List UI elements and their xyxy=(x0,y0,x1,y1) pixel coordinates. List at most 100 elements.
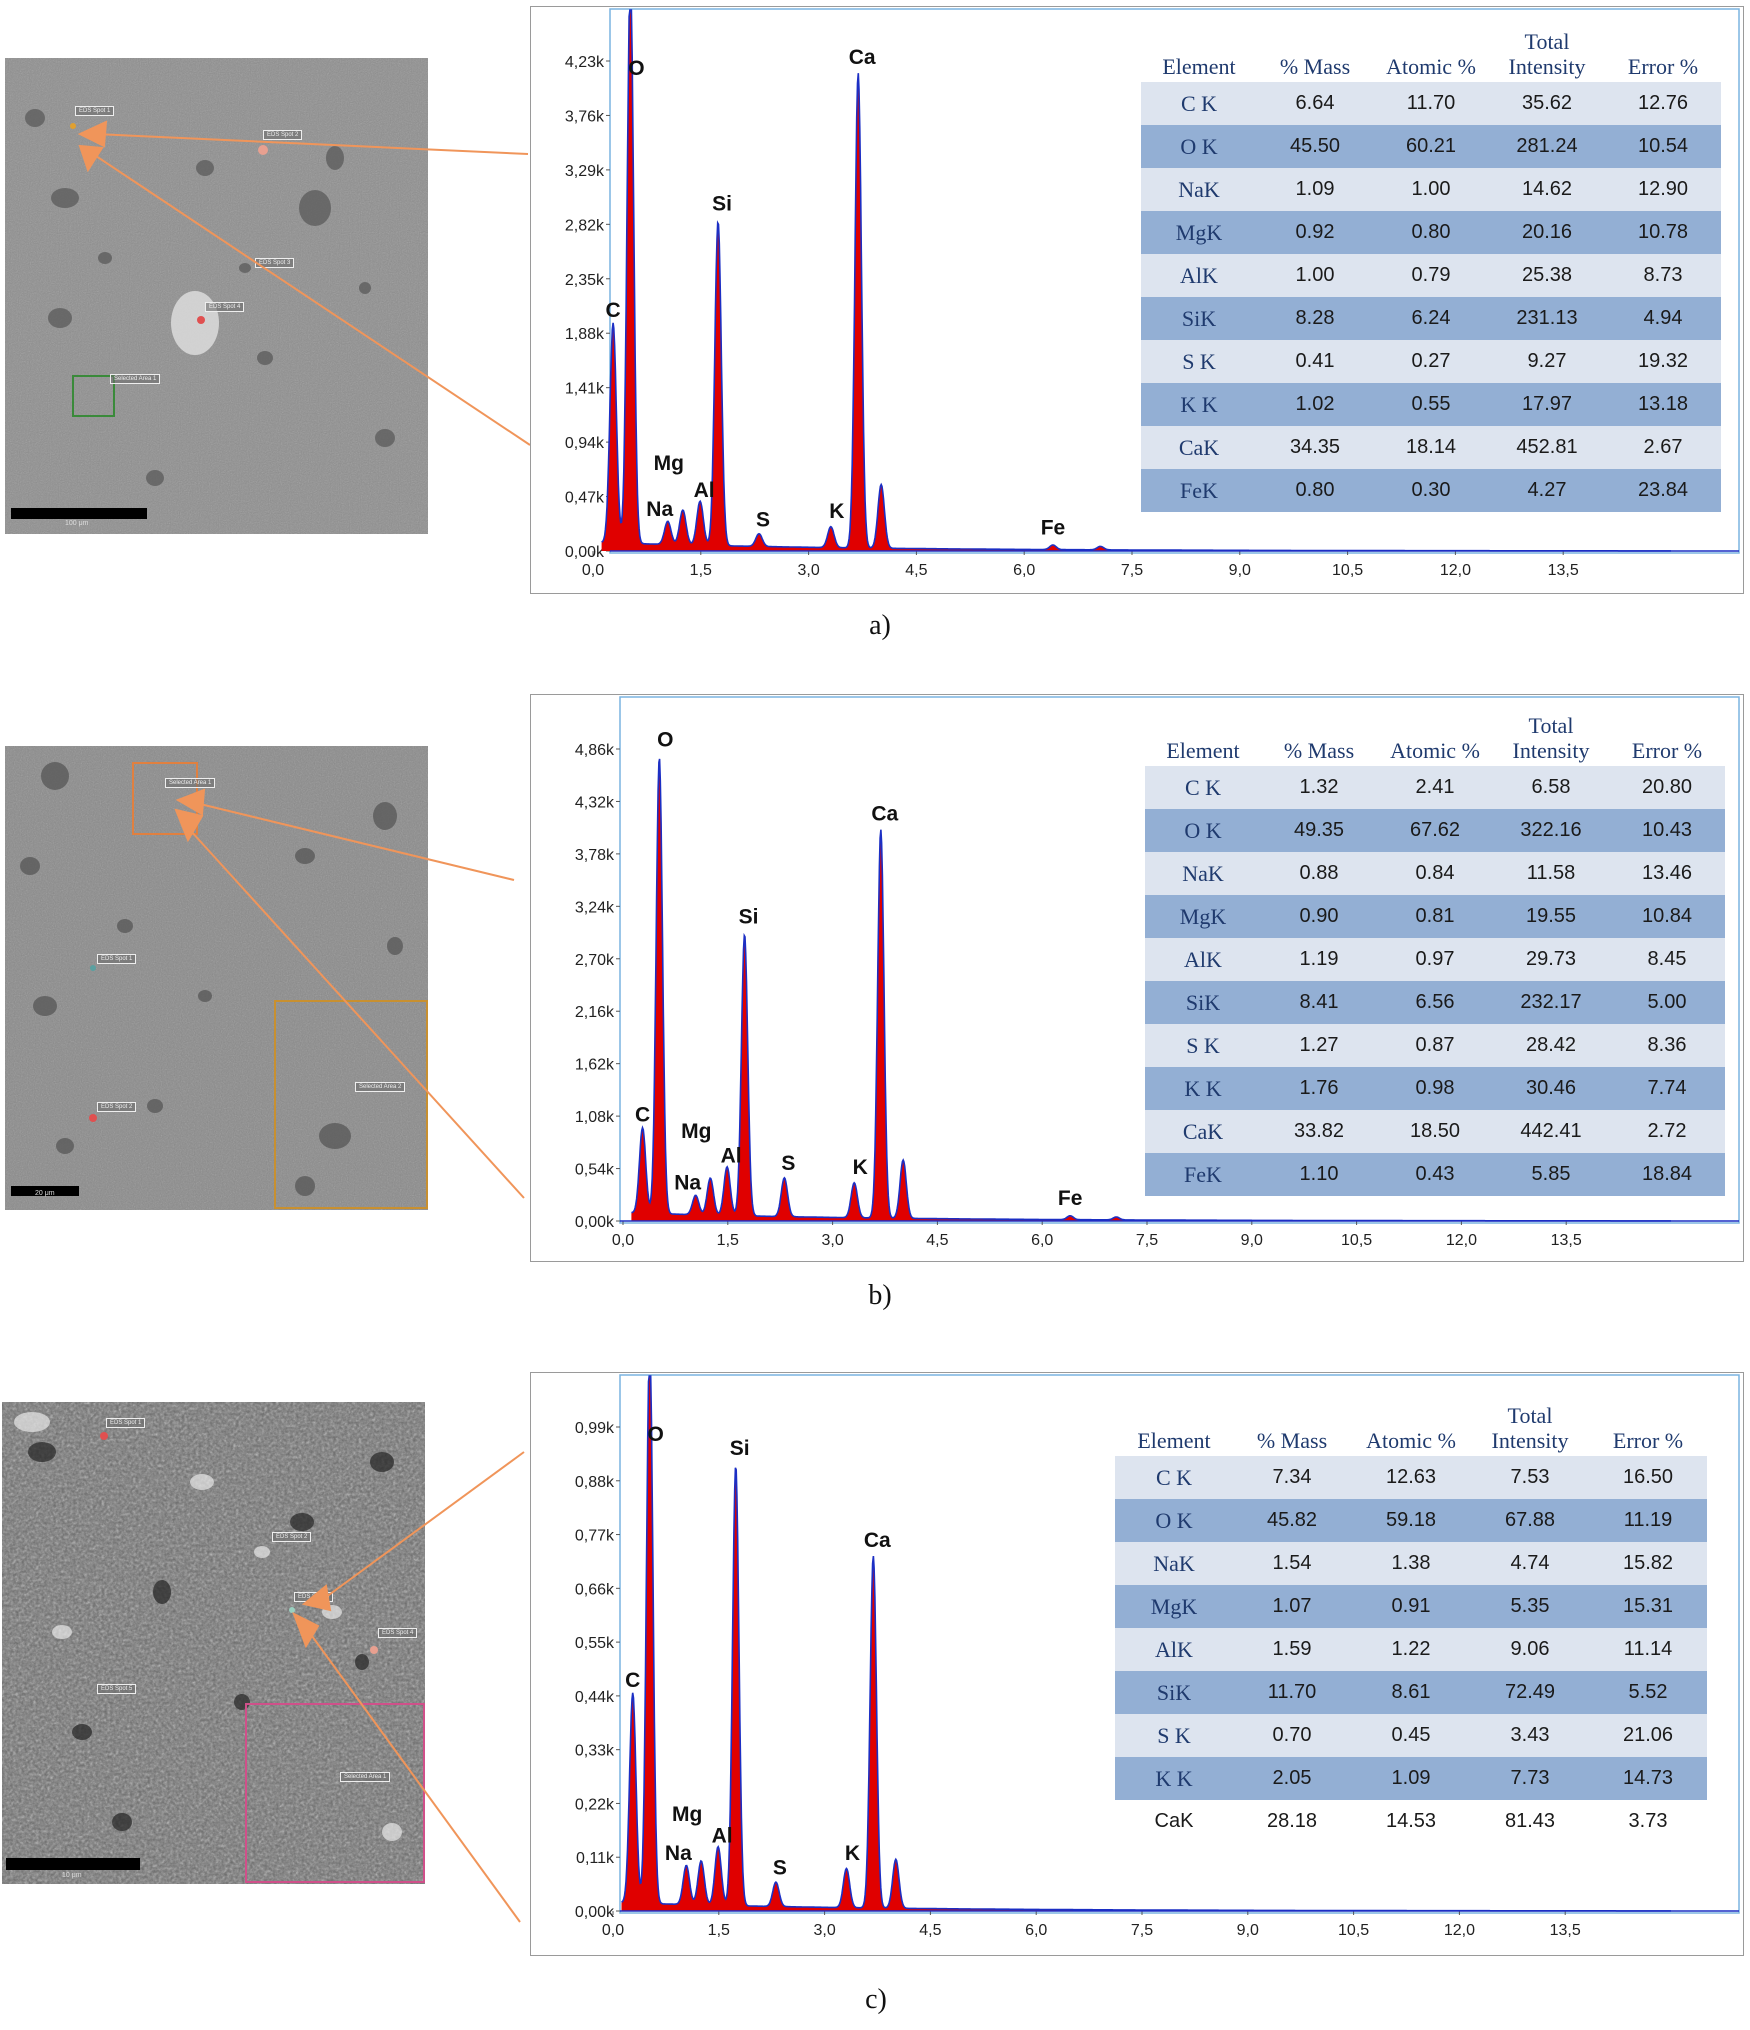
sem-tag: EDS Spot 2 xyxy=(97,1102,137,1112)
cell-atomic: 0.45 xyxy=(1351,1714,1471,1757)
caption-b: b) xyxy=(868,1280,892,1311)
cell-element: SiK xyxy=(1141,297,1257,340)
cell-intensity: 5.85 xyxy=(1493,1153,1609,1196)
cell-mass: 8.41 xyxy=(1261,981,1377,1024)
x-tick-label: 1,5 xyxy=(690,562,712,579)
cell-error: 5.52 xyxy=(1589,1671,1707,1714)
table-row: K K 1.02 0.55 17.97 13.18 xyxy=(1141,383,1721,426)
cell-error: 5.00 xyxy=(1609,981,1725,1024)
cell-atomic: 0.91 xyxy=(1351,1585,1471,1628)
peak-label: C xyxy=(635,1104,650,1127)
y-tick-label: 0,99k xyxy=(575,1420,615,1437)
cell-atomic: 0.98 xyxy=(1377,1067,1493,1110)
cell-intensity: 6.58 xyxy=(1493,766,1609,809)
y-tick-label: 1,88k xyxy=(565,326,605,343)
cell-atomic: 6.24 xyxy=(1373,297,1489,340)
cell-mass: 0.90 xyxy=(1261,895,1377,938)
peak-label: O xyxy=(657,729,673,752)
cell-intensity: 29.73 xyxy=(1493,938,1609,981)
caption-c: c) xyxy=(865,1984,887,2015)
peak-label: Si xyxy=(739,905,759,928)
x-tick-label: 10,5 xyxy=(1341,1232,1372,1249)
peak-label: C xyxy=(606,299,621,322)
cell-atomic: 18.50 xyxy=(1377,1110,1493,1153)
header-element: Element xyxy=(1166,738,1240,763)
peak-label: S xyxy=(773,1857,787,1880)
y-tick-label: 4,32k xyxy=(575,794,615,811)
table-row: AlK 1.00 0.79 25.38 8.73 xyxy=(1141,254,1721,297)
cell-intensity: 35.62 xyxy=(1489,82,1605,125)
sem-tag: EDS Spot 1 xyxy=(97,954,137,964)
cell-error: 11.19 xyxy=(1589,1499,1707,1542)
cell-intensity: 9.06 xyxy=(1471,1628,1589,1671)
cell-intensity: 7.53 xyxy=(1471,1456,1589,1499)
y-tick-label: 0,00k xyxy=(575,1904,615,1921)
header-mass: % Mass xyxy=(1283,738,1355,763)
x-tick-label: 13,5 xyxy=(1550,1922,1581,1939)
y-tick-label: 2,16k xyxy=(575,1004,615,1021)
x-tick-label: 13,5 xyxy=(1551,1232,1582,1249)
header-atomic: Atomic % xyxy=(1390,738,1480,763)
table-row: C K 7.34 12.63 7.53 16.50 xyxy=(1115,1456,1707,1499)
sem-tag: EDS Spot 2 xyxy=(263,130,303,140)
y-tick-label: 4,23k xyxy=(565,54,605,71)
table-row: CaK 33.82 18.50 442.41 2.72 xyxy=(1145,1110,1725,1153)
table-row: AlK 1.59 1.22 9.06 11.14 xyxy=(1115,1628,1707,1671)
x-tick-label: 9,0 xyxy=(1241,1232,1263,1249)
header-intensity: Total Intensity xyxy=(1512,713,1590,763)
x-tick-label: 7,5 xyxy=(1136,1232,1158,1249)
sem-tag: EDS Spot 4 xyxy=(205,302,245,312)
eds-spectrum-c: 0,00k 0,11k 0,22k 0,33k 0,44k 0,55k 0,66k 0,77k… xyxy=(575,1374,1740,1939)
cell-intensity: 25.38 xyxy=(1489,254,1605,297)
cell-element: FeK xyxy=(1145,1153,1261,1196)
y-tick-label: 0,00k xyxy=(575,1214,615,1231)
eds-chart-b: 0,00k 0,54k 1,08k 1,62k 2,16k 2,70k 3,24k 3,78k… xyxy=(530,694,1744,1262)
table-row: AlK 1.19 0.97 29.73 8.45 xyxy=(1145,938,1725,981)
cell-element: O K xyxy=(1145,809,1261,852)
peak-label: Fe xyxy=(1041,516,1066,539)
cell-element: AlK xyxy=(1145,938,1261,981)
cell-mass: 1.09 xyxy=(1257,168,1373,211)
peak-label: Ca xyxy=(871,803,898,826)
x-tick-label: 7,5 xyxy=(1131,1922,1153,1939)
x-tick-label: 1,5 xyxy=(708,1922,730,1939)
cell-mass: 34.35 xyxy=(1257,426,1373,469)
sem-image-a: EDS Spot 1 EDS Spot 2 EDS Spot 3 EDS Spo… xyxy=(5,58,428,534)
x-tick-label: 12,0 xyxy=(1440,562,1471,579)
y-tick-label: 1,08k xyxy=(575,1109,615,1126)
header-element: Element xyxy=(1162,54,1236,79)
cell-intensity: 322.16 xyxy=(1493,809,1609,852)
header-atomic: Atomic % xyxy=(1386,54,1476,79)
cell-element: CaK xyxy=(1115,1800,1233,1843)
cell-atomic: 0.80 xyxy=(1373,211,1489,254)
cell-element: C K xyxy=(1145,766,1261,809)
composition-table-a: Element % Mass Atomic % Total Intensity … xyxy=(1141,29,1721,512)
cell-element: S K xyxy=(1115,1714,1233,1757)
cell-intensity: 81.43 xyxy=(1471,1800,1589,1843)
cell-element: NaK xyxy=(1141,168,1257,211)
cell-error: 10.84 xyxy=(1609,895,1725,938)
cell-element: NaK xyxy=(1115,1542,1233,1585)
cell-intensity: 14.62 xyxy=(1489,168,1605,211)
cell-error: 19.32 xyxy=(1605,340,1721,383)
cell-element: S K xyxy=(1145,1024,1261,1067)
cell-intensity: 232.17 xyxy=(1493,981,1609,1024)
table-row: S K 0.41 0.27 9.27 19.32 xyxy=(1141,340,1721,383)
cell-mass: 0.41 xyxy=(1257,340,1373,383)
cell-intensity: 67.88 xyxy=(1471,1499,1589,1542)
cell-mass: 45.82 xyxy=(1233,1499,1351,1542)
eds-chart-c: 0,00k 0,11k 0,22k 0,33k 0,44k 0,55k 0,66k 0,77k… xyxy=(530,1372,1744,1956)
y-tick-label: 0,55k xyxy=(575,1635,615,1652)
sem-tag: Selected Area 1 xyxy=(110,374,161,384)
y-tick-label: 3,76k xyxy=(565,108,605,125)
cell-element: SiK xyxy=(1145,981,1261,1024)
peak-label: Si xyxy=(730,1437,750,1460)
cell-error: 13.18 xyxy=(1605,383,1721,426)
cell-error: 12.76 xyxy=(1605,82,1721,125)
cell-mass: 28.18 xyxy=(1233,1800,1351,1843)
y-tick-label: 0,11k xyxy=(576,1850,615,1867)
cell-intensity: 4.74 xyxy=(1471,1542,1589,1585)
cell-element: K K xyxy=(1115,1757,1233,1800)
cell-element: FeK xyxy=(1141,469,1257,512)
cell-error: 21.06 xyxy=(1589,1714,1707,1757)
